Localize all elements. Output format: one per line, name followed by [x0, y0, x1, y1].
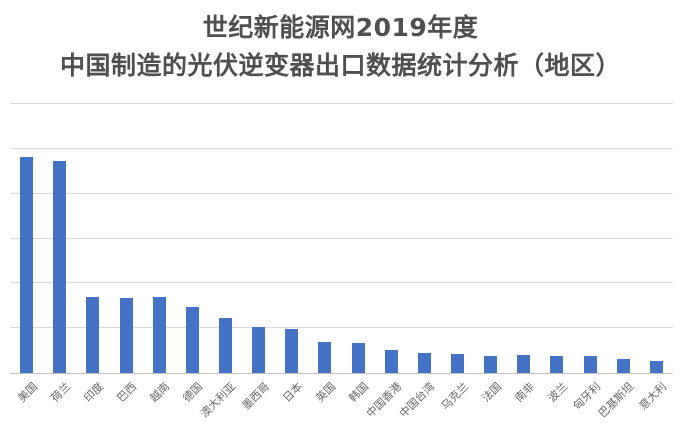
bar	[119, 297, 133, 373]
bar	[583, 355, 597, 373]
x-axis-label: 乌克兰	[438, 380, 471, 413]
bar	[20, 156, 34, 373]
x-axis-label: 韩国	[346, 380, 372, 405]
x-axis-label: 澳大利亚	[198, 380, 239, 421]
bar	[53, 160, 67, 373]
bar	[252, 326, 266, 373]
bar	[451, 354, 465, 373]
x-axis-label: 德国	[180, 380, 206, 405]
x-axis-line	[10, 373, 673, 374]
bar	[616, 358, 630, 373]
bar	[285, 329, 299, 373]
x-axis-label: 巴基斯坦	[596, 380, 637, 421]
bar	[649, 360, 663, 373]
x-axis-label: 印度	[81, 380, 107, 405]
gridline	[10, 327, 673, 329]
x-axis-label: 巴西	[114, 380, 140, 405]
x-axis-label: 法国	[479, 380, 504, 405]
gridline	[10, 192, 673, 194]
x-axis-label: 波兰	[545, 380, 571, 405]
x-axis-label: 意大利	[637, 380, 670, 413]
bar	[384, 350, 398, 373]
x-axis-label: 美国	[15, 380, 40, 405]
bar	[185, 307, 199, 373]
bar	[484, 355, 498, 373]
x-axis-labels: 美国 荷兰 印度 巴西 越南 德国 澳大利亚 墨西哥 日本 英国 韩国 中国香港 中国台湾 乌克兰 法国 南非…	[10, 377, 673, 429]
gridline	[10, 282, 673, 284]
gridline	[10, 103, 673, 104]
x-axis-label: 越南	[147, 380, 173, 405]
gridline	[10, 237, 673, 239]
x-axis-label: 中国台湾	[397, 380, 438, 421]
bar	[351, 343, 365, 373]
page-title-line1: 世纪新能源网2019年度	[202, 13, 479, 42]
bar	[417, 353, 431, 373]
bar	[517, 355, 531, 373]
x-axis-label: 荷兰	[48, 380, 73, 405]
x-axis-label: 墨西哥	[239, 380, 272, 413]
plot-area	[10, 103, 673, 374]
bar	[86, 296, 100, 373]
bar	[318, 342, 332, 373]
x-axis-label: 日本	[280, 380, 305, 405]
page-title-line2: 中国制造的光伏逆变器出口数据统计分析（地区）	[59, 51, 621, 80]
x-axis-label: 英国	[313, 380, 339, 405]
bar	[218, 317, 232, 373]
x-axis-label: 中国香港	[364, 380, 405, 421]
gridline	[10, 147, 673, 149]
bar	[550, 355, 564, 373]
bar	[152, 297, 166, 373]
x-axis-label: 南非	[512, 380, 538, 405]
